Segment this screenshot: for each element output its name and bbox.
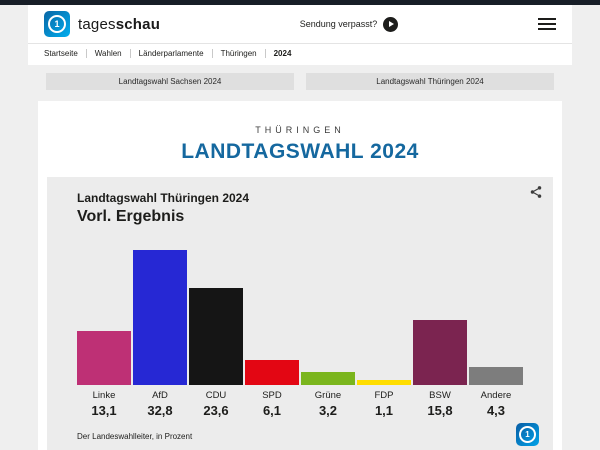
- bar-value-bsw: 15,8: [427, 403, 453, 418]
- breadcrumb-item-2024[interactable]: 2024: [264, 49, 292, 58]
- bar-fdp: [357, 380, 411, 385]
- sendung-verpasst-link[interactable]: Sendung verpasst?: [299, 16, 399, 32]
- tagesschau-logo-icon[interactable]: 1: [44, 11, 70, 37]
- bar-group-cdu: CDU 23,6: [189, 250, 243, 418]
- bar-gruene: [301, 372, 355, 385]
- brand[interactable]: 1 tagesschau: [44, 11, 160, 37]
- bar-label-bsw: BSW: [429, 390, 451, 401]
- page-wrapper: 1 tagesschau Sendung verpasst? Startseit…: [28, 5, 572, 450]
- bar-area: [133, 250, 187, 385]
- bar-label-cdu: CDU: [205, 390, 227, 401]
- bar-group-fdp: FDP 1,1: [357, 250, 411, 418]
- bar-label-spd: SPD: [262, 390, 282, 401]
- bar-bsw: [413, 320, 467, 385]
- play-icon[interactable]: [383, 16, 399, 32]
- tab-row: Landtagswahl Sachsen 2024 Landtagswahl Th…: [28, 73, 572, 90]
- bar-andere: [469, 367, 523, 385]
- bar-group-gruene: Grüne 3,2: [301, 250, 355, 418]
- breadcrumb-item-l-nderparlamente[interactable]: Länderparlamente: [129, 49, 204, 58]
- ard-logo-one-icon: 1: [519, 426, 536, 443]
- bar-group-andere: Andere 4,3: [469, 250, 523, 418]
- bar-chart: Linke 13,1 AfD 32,8 CDU 23,6 SPD 6,1 Grüne 3,2 FDP…: [77, 250, 523, 418]
- bar-value-afd: 32,8: [147, 403, 173, 418]
- logo-one-icon: 1: [48, 15, 66, 33]
- breadcrumb-item-wahlen[interactable]: Wahlen: [85, 49, 122, 58]
- bar-value-gruene: 3,2: [318, 403, 338, 418]
- chart-source: Der Landeswahlleiter, in Prozent: [77, 432, 193, 441]
- tab-landtagswahl-sachsen-2024[interactable]: Landtagswahl Sachsen 2024: [46, 73, 294, 90]
- bar-area: [301, 250, 355, 385]
- breadcrumb: Startseite Wahlen Länderparlamente Thüringe…: [28, 43, 572, 65]
- breadcrumb-item-thueringen[interactable]: Thüringen: [211, 49, 257, 58]
- bar-area: [469, 250, 523, 385]
- bar-label-gruene: Grüne: [314, 390, 342, 401]
- site-header: 1 tagesschau Sendung verpasst?: [28, 5, 572, 43]
- bar-linke: [77, 331, 131, 385]
- bar-group-spd: SPD 6,1: [245, 250, 299, 418]
- bar-area: [245, 250, 299, 385]
- bar-afd: [133, 250, 187, 385]
- bar-label-linke: Linke: [92, 390, 116, 401]
- ard-logo-icon: 1: [516, 423, 539, 446]
- page-title: LANDTAGSWAHL 2024: [181, 140, 419, 163]
- chart-title: Landtagswahl Thüringen 2024: [77, 191, 250, 205]
- bar-area: [77, 250, 131, 385]
- bar-spd: [245, 360, 299, 385]
- bar-label-fdp: FDP: [374, 390, 394, 401]
- share-icon[interactable]: [529, 185, 543, 204]
- bar-value-spd: 6,1: [262, 403, 282, 418]
- bar-group-afd: AfD 32,8: [133, 250, 187, 418]
- bar-value-fdp: 1,1: [374, 403, 394, 418]
- breadcrumb-item-startseite[interactable]: Startseite: [44, 49, 78, 58]
- bar-cdu: [189, 288, 243, 385]
- bar-group-linke: Linke 13,1: [77, 250, 131, 418]
- bar-label-andere: Andere: [480, 390, 512, 401]
- chart-subtitle: Vorl. Ergebnis: [77, 208, 185, 225]
- bar-value-cdu: 23,6: [203, 403, 229, 418]
- tab-landtagswahl-thueringen-2024[interactable]: Landtagswahl Thüringen 2024: [306, 73, 554, 90]
- main-card: THÜRINGEN LANDTAGSWAHL 2024 Landtagswahl…: [38, 101, 562, 450]
- bar-group-bsw: BSW 15,8: [413, 250, 467, 418]
- sendung-verpasst-label: Sendung verpasst?: [299, 19, 378, 29]
- brand-suffix: schau: [115, 15, 161, 33]
- bar-label-afd: AfD: [152, 390, 168, 401]
- menu-icon[interactable]: [538, 18, 556, 30]
- bar-area: [413, 250, 467, 385]
- kicker: THÜRINGEN: [255, 125, 345, 135]
- bar-value-andere: 4,3: [486, 403, 506, 418]
- top-strip: [0, 0, 600, 5]
- chart-panel: Landtagswahl Thüringen 2024 Vorl. Ergebn…: [47, 177, 553, 450]
- bar-area: [357, 250, 411, 385]
- bar-value-linke: 13,1: [91, 403, 117, 418]
- brand-prefix: tages: [78, 15, 116, 33]
- bar-area: [189, 250, 243, 385]
- brand-wordmark: tagesschau: [78, 16, 160, 33]
